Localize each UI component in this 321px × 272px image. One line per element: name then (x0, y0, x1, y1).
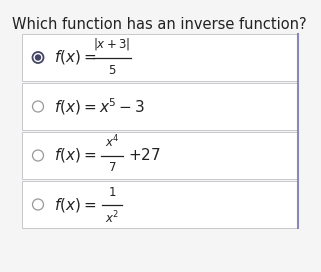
Text: $1$: $1$ (108, 186, 116, 199)
Circle shape (35, 54, 41, 61)
Circle shape (32, 52, 44, 63)
Text: $x^2$: $x^2$ (105, 210, 119, 227)
Circle shape (32, 150, 44, 161)
Text: $x^4$: $x^4$ (105, 133, 119, 150)
Text: $f(x) =$: $f(x) =$ (54, 48, 96, 66)
Bar (22, 83, 298, 130)
Bar (22, 132, 298, 179)
Text: $f(x) = x^5 - 3$: $f(x) = x^5 - 3$ (54, 96, 145, 117)
Text: $7$: $7$ (108, 161, 116, 174)
Circle shape (32, 199, 44, 210)
Text: $f(x) =$: $f(x) =$ (54, 147, 96, 165)
Text: Which function has an inverse function?: Which function has an inverse function? (12, 17, 307, 32)
Circle shape (32, 101, 44, 112)
Text: $+ 27$: $+ 27$ (128, 147, 161, 163)
Text: $5$: $5$ (108, 63, 116, 76)
Text: $f(x) =$: $f(x) =$ (54, 196, 96, 214)
Bar (22, 34, 298, 81)
Bar (22, 181, 298, 228)
Text: $|x + 3|$: $|x + 3|$ (93, 36, 131, 51)
